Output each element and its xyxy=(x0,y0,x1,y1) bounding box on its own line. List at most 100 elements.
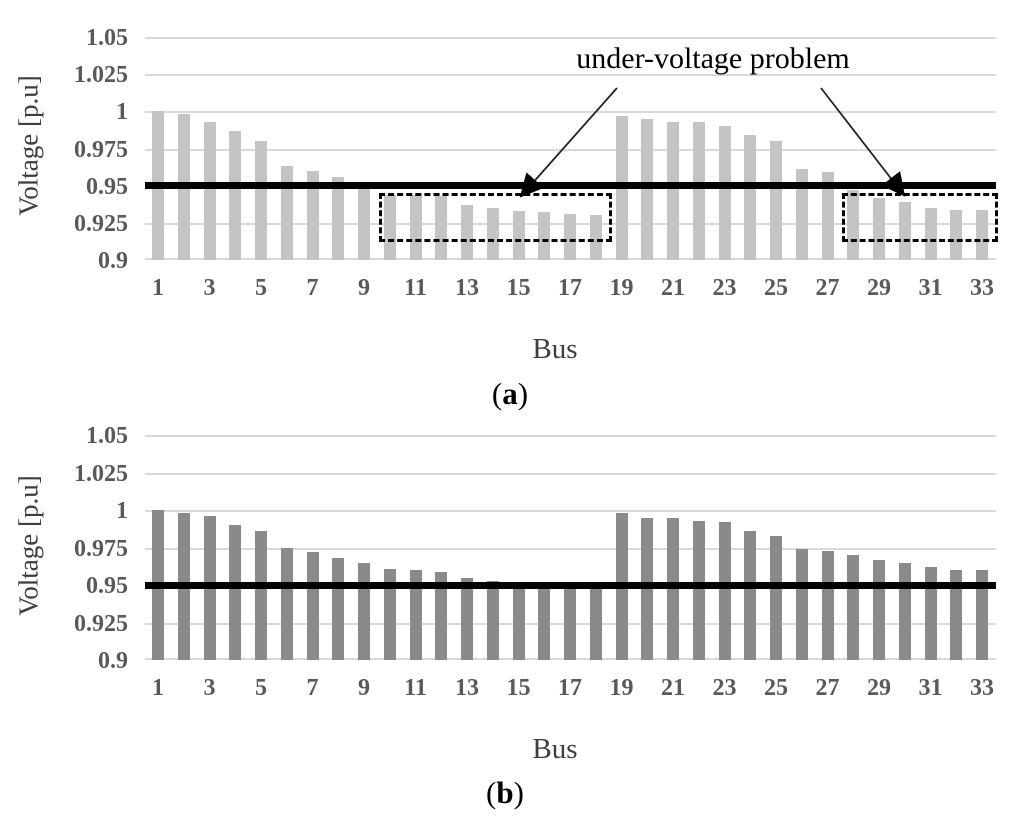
bar-bus-16 xyxy=(538,212,551,260)
panel-b-paren-close: ) xyxy=(513,775,524,810)
x-tick-label: 7 xyxy=(306,675,319,701)
x-tick-label: 13 xyxy=(455,675,479,701)
bar-bus-29 xyxy=(873,197,885,260)
bar-bus-31 xyxy=(924,567,937,660)
x-tick-label: 5 xyxy=(255,675,267,701)
bar-bus-6 xyxy=(280,166,293,260)
panel-a-paren-open: ( xyxy=(491,376,503,411)
bar-bus-9 xyxy=(358,188,370,260)
bar-bus-4 xyxy=(229,525,242,660)
x-tick-label: 17 xyxy=(558,275,582,301)
x-tick-label: 19 xyxy=(609,275,634,301)
bar-bus-22 xyxy=(692,520,705,660)
x-tick-label: 21 xyxy=(661,675,685,701)
bar-bus-5 xyxy=(255,141,267,260)
bar-bus-11 xyxy=(409,570,422,660)
bar-bus-14 xyxy=(486,208,499,260)
bar-bus-15 xyxy=(512,583,525,660)
panel-label-a: (a) xyxy=(470,376,550,412)
bar-bus-20 xyxy=(641,118,654,260)
threshold-line-0-95 xyxy=(145,581,996,589)
bar-bus-32 xyxy=(950,209,963,260)
gridline xyxy=(145,510,996,512)
panel-b-paren-open: ( xyxy=(486,775,497,810)
x-tick-label: 17 xyxy=(558,675,582,701)
bar-bus-14 xyxy=(486,580,499,660)
x-axis-title-a: Bus xyxy=(532,333,578,365)
x-tick-label: 27 xyxy=(815,675,840,701)
bar-bus-13 xyxy=(461,205,473,260)
y-tick-label: 1.05 xyxy=(86,25,128,51)
bar-bus-21 xyxy=(667,121,679,260)
x-tick-label: 29 xyxy=(867,275,891,301)
gridline xyxy=(145,111,996,114)
x-tick-label: 31 xyxy=(918,275,943,301)
y-tick-label: 0.925 xyxy=(74,210,128,237)
x-tick-label: 15 xyxy=(506,275,531,301)
bar-bus-8 xyxy=(332,558,345,660)
y-tick-label: 0.975 xyxy=(74,136,128,163)
y-tick-label: 1 xyxy=(116,99,128,126)
bar-bus-25 xyxy=(770,141,782,260)
y-tick-label: 0.975 xyxy=(74,535,128,562)
y-tick-label: 0.95 xyxy=(86,173,128,200)
y-tick-label: 0.925 xyxy=(74,610,128,637)
y-tick-label: 0.95 xyxy=(86,573,128,599)
bar-bus-10 xyxy=(383,568,396,660)
x-tick-label: 15 xyxy=(506,675,531,701)
bar-bus-30 xyxy=(898,202,911,260)
bar-bus-12 xyxy=(435,571,448,660)
bar-bus-13 xyxy=(461,577,473,660)
x-tick-label: 1 xyxy=(152,675,164,701)
x-tick-label: 23 xyxy=(712,275,737,301)
bar-bus-26 xyxy=(795,169,808,260)
x-tick-label: 3 xyxy=(203,275,216,301)
bar-bus-18 xyxy=(589,585,602,660)
y-tick-label: 1.025 xyxy=(74,62,128,89)
bar-bus-8 xyxy=(332,176,345,260)
bar-bus-18 xyxy=(589,215,602,260)
bar-bus-31 xyxy=(924,208,937,260)
bar-bus-25 xyxy=(770,535,782,660)
x-tick-label: 25 xyxy=(764,675,788,701)
bar-bus-28 xyxy=(847,190,860,260)
bar-bus-17 xyxy=(564,213,576,260)
y-tick-label: 0.9 xyxy=(98,248,128,274)
bar-bus-7 xyxy=(306,170,319,260)
panel-label-b: (b) xyxy=(465,775,545,811)
bar-bus-6 xyxy=(280,547,293,660)
x-tick-label: 23 xyxy=(712,675,737,701)
bar-bus-33 xyxy=(976,570,988,660)
bar-bus-4 xyxy=(229,130,242,260)
bar-bus-7 xyxy=(306,552,319,660)
bar-bus-5 xyxy=(255,531,267,660)
bar-bus-24 xyxy=(744,531,757,660)
bar-bus-16 xyxy=(538,585,551,660)
x-axis-title-b: Bus xyxy=(532,733,578,765)
bar-bus-10 xyxy=(383,194,396,260)
bar-bus-12 xyxy=(435,196,448,260)
x-tick-label: 19 xyxy=(609,675,634,701)
panel-a-paren-close: ) xyxy=(517,376,529,411)
bar-bus-23 xyxy=(718,522,731,660)
x-tick-label: 5 xyxy=(255,275,267,301)
x-tick-label: 31 xyxy=(918,675,943,701)
bar-bus-15 xyxy=(512,210,525,260)
bar-bus-23 xyxy=(718,126,731,260)
y-tick-label: 1 xyxy=(116,498,128,524)
bar-bus-3 xyxy=(203,121,216,260)
gridline xyxy=(145,148,996,151)
gridline xyxy=(145,547,996,550)
bar-bus-17 xyxy=(564,585,576,660)
bar-bus-11 xyxy=(409,194,422,260)
y-tick-label: 0.9 xyxy=(98,648,128,674)
under-voltage-highlight-box xyxy=(378,193,612,243)
bar-bus-24 xyxy=(744,135,757,260)
threshold-line-0-95 xyxy=(145,182,996,190)
x-tick-label: 33 xyxy=(970,275,994,301)
panel-b-letter: b xyxy=(496,775,514,810)
gridline xyxy=(145,472,996,475)
panel-a-letter: a xyxy=(502,376,518,411)
x-tick-label: 21 xyxy=(661,275,685,301)
